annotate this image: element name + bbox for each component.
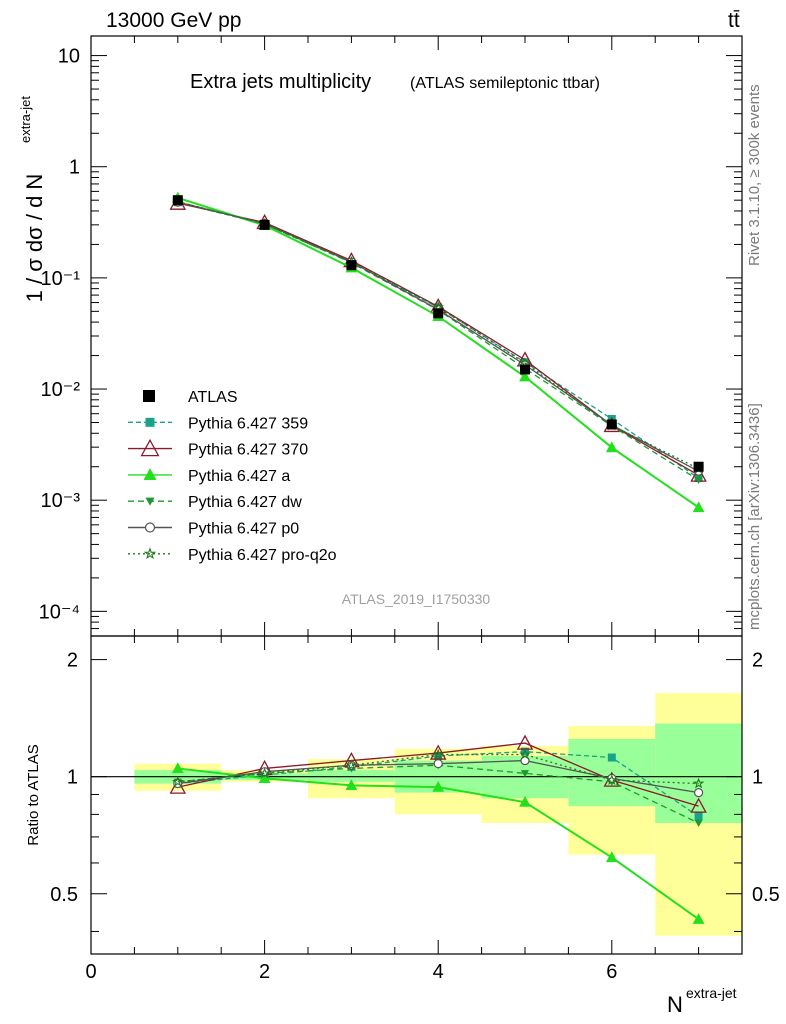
ratio-tick-label-right: 0.5: [752, 884, 780, 906]
uncertainty-band-inner: [655, 723, 742, 824]
ratio-series-point: [258, 767, 271, 779]
series-point: [694, 476, 703, 484]
series-line: [177, 201, 699, 479]
ratio-panel: [91, 693, 742, 936]
ratio-series-line: [177, 753, 699, 785]
ratio-tick-label: 0.5: [50, 884, 78, 906]
ratio-tick-label-right: 2: [752, 650, 763, 672]
ratio-series-point: [172, 775, 184, 787]
ratio-series-point: [519, 795, 531, 807]
ratio-series-point: [433, 759, 443, 769]
y-tick-label: 10⁻¹: [41, 268, 81, 290]
ratio-series-point: [432, 780, 445, 792]
x-axis-label: N: [667, 992, 683, 1017]
main-panel: [169, 191, 707, 513]
ratio-series-point: [521, 770, 529, 778]
legend-label: ATLAS: [188, 389, 238, 406]
legend-label: Pythia 6.427 pro-q2o: [188, 547, 337, 564]
atlas-data-point: [259, 219, 270, 230]
legend-marker: [145, 497, 155, 506]
y-axis-label-sup: extra-jet: [18, 96, 33, 143]
atlas-data-point: [172, 195, 183, 206]
chart-title: Extra jets multiplicity: [190, 71, 371, 93]
x-tick-label: 0: [85, 961, 96, 983]
ratio-frame: [90, 635, 743, 955]
y-tick-label: 10⁻²: [41, 379, 81, 401]
legend-marker: [144, 522, 156, 533]
y-tick-label: 1: [69, 157, 80, 179]
legend-label: Pythia 6.427 359: [188, 415, 308, 432]
legend-label: Pythia 6.427 p0: [188, 521, 299, 538]
series-line: [177, 202, 699, 476]
y-tick-label: 10⁻³: [41, 490, 81, 512]
ratio-series-point: [345, 779, 358, 790]
x-tick-label: 4: [433, 961, 444, 983]
y-tick-label: 10: [58, 46, 80, 68]
ratio-series-point: [429, 744, 447, 760]
series-line: [177, 196, 700, 509]
rivet-version-label: Rivet 3.1.10, ≥ 300k events: [746, 84, 763, 266]
ratio-tick-label-right: 1: [752, 767, 763, 789]
legend: ATLAS Pythia 6.427 359 Pythia 6.427 370 Pyt…: [128, 389, 337, 564]
ratio-axis-label: Ratio to ATLAS: [25, 744, 42, 845]
y-tick-label: 10⁻⁴: [39, 601, 80, 623]
atlas-data-point: [433, 308, 444, 319]
series-point: [519, 370, 531, 382]
x-axis-label-sup: extra-jet: [686, 985, 737, 1001]
chart-subtitle: (ATLAS semileptonic ttbar): [410, 75, 600, 92]
legend-marker: [143, 468, 157, 481]
beam-label: 13000 GeV pp: [106, 9, 241, 32]
ratio-series-point: [519, 748, 531, 760]
legend-marker: [143, 390, 155, 402]
ratio-series-point: [693, 788, 704, 798]
legend-label: Pythia 6.427 370: [188, 442, 308, 459]
ratio-series-point: [694, 812, 703, 821]
process-label: tt̄: [728, 9, 740, 32]
x-tick-label: 2: [259, 961, 270, 983]
series-point: [692, 501, 705, 513]
series-line: [177, 201, 699, 481]
legend-marker: [140, 438, 160, 457]
ratio-series-point: [258, 772, 271, 784]
analysis-watermark: ATLAS_2019_I1750330: [342, 591, 491, 607]
ratio-series-point: [169, 778, 187, 794]
ratio-series-point: [690, 797, 707, 813]
atlas-data-point: [693, 461, 704, 472]
legend-label: Pythia 6.427 a: [188, 468, 290, 485]
uncertainty-band-inner: [308, 770, 395, 782]
x-tick-label: 6: [606, 961, 617, 983]
ratio-series-point: [345, 759, 358, 771]
ratio-series-point: [692, 913, 705, 924]
ratio-tick-label: 2: [67, 650, 78, 672]
atlas-data-point: [346, 260, 357, 271]
ratio-series-point: [692, 777, 705, 789]
legend-marker: [143, 547, 157, 560]
ratio-series-point: [606, 774, 618, 786]
y-axis-label: 1 / σ dσ / d N: [22, 174, 47, 303]
mcplots-source-label: mcplots.cern.ch [arXiv:1306.3436]: [746, 403, 763, 630]
atlas-data-point: [606, 419, 617, 430]
legend-marker: [145, 417, 155, 427]
legend-label: Pythia 6.427 dw: [188, 494, 302, 511]
ratio-series-point: [432, 748, 444, 760]
ratio-series-point: [694, 819, 703, 828]
ratio-series-point: [171, 762, 184, 774]
series-point: [605, 441, 618, 453]
ratio-series-point: [605, 851, 618, 863]
ratio-series-point: [607, 753, 616, 762]
ratio-tick-label: 1: [67, 767, 78, 789]
atlas-data-point: [520, 364, 530, 375]
